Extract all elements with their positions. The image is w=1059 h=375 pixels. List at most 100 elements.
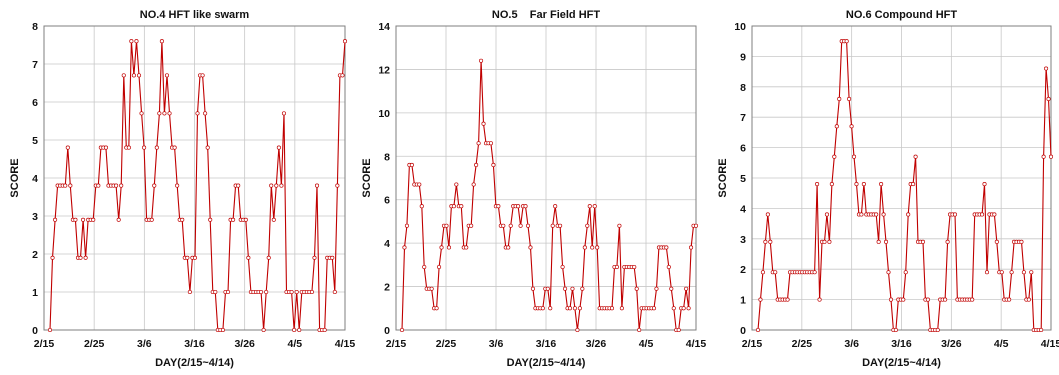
chart-title: NO.6 Compound HFT (846, 9, 957, 21)
data-point (476, 141, 481, 146)
data-point (83, 255, 88, 260)
data-point (834, 124, 839, 129)
data-point (131, 73, 136, 78)
data-point (474, 162, 479, 168)
data-point (53, 217, 58, 222)
data-point (501, 223, 506, 228)
y-tick-label: 0 (384, 325, 390, 337)
y-tick-label: 5 (32, 135, 38, 147)
data-point (276, 145, 281, 150)
y-tick-label: 8 (32, 21, 38, 33)
chart-1: 0 1 2 3 4 5 6 7 8 2/15 2/25 3/6 3/16 3/26 4/5 4/15 NO.4 … (9, 9, 355, 369)
data-point (548, 306, 553, 311)
data-point (651, 306, 657, 311)
chart-3: 0 1 2 3 4 5 6 7 8 9 10 2/15 2/25 3/6 3/16 3/26 4/5 4/15 NO… (717, 9, 1059, 369)
data-point (152, 183, 157, 188)
data-point (208, 217, 213, 222)
x-tick-label: 3/26 (586, 338, 607, 350)
data-point (266, 255, 271, 260)
x-tick-label: 3/16 (184, 338, 205, 350)
data-point (773, 270, 778, 275)
data-point (454, 182, 459, 187)
y-tick-label: 2 (32, 249, 38, 261)
y-tick-label: 14 (378, 21, 390, 33)
data-point (103, 145, 108, 150)
data-point (525, 223, 531, 228)
data-point (911, 182, 916, 187)
data-point (340, 73, 345, 78)
data-point (491, 162, 496, 168)
data-point (73, 217, 78, 222)
data-point (609, 306, 615, 311)
data-point (464, 245, 469, 250)
data-point (851, 154, 857, 159)
data-point (1044, 66, 1049, 71)
y-tick-label: 10 (734, 21, 746, 33)
y-tick-label: 0 (32, 325, 38, 337)
data-point (893, 327, 898, 333)
data-point (231, 217, 236, 222)
data-point (162, 111, 167, 116)
data-point (439, 245, 444, 250)
data-point (575, 327, 580, 333)
x-tick-label: 2/25 (436, 338, 457, 350)
plot-frame (395, 25, 697, 331)
data-point (829, 182, 834, 187)
data-point (763, 239, 768, 244)
data-point (560, 264, 565, 270)
data-point (1046, 96, 1051, 102)
data-point (65, 145, 70, 150)
data-point (883, 239, 889, 244)
y-tick-label: 12 (378, 64, 390, 76)
data-point (91, 217, 96, 222)
plot-frame (43, 25, 346, 331)
data-point (886, 270, 891, 275)
data-point (920, 239, 926, 244)
data-point (81, 217, 86, 222)
data-point (935, 327, 940, 333)
data-point (817, 297, 822, 302)
data-point (159, 39, 164, 44)
y-tick-label: 3 (32, 211, 38, 223)
data-point (47, 327, 53, 333)
data-point (134, 39, 139, 44)
data-point (1029, 270, 1034, 275)
data-point (567, 306, 573, 311)
data-point (404, 223, 409, 228)
y-tick-label: 4 (740, 203, 746, 215)
y-tick-label: 5 (740, 173, 746, 185)
data-point (664, 245, 669, 250)
data-point (279, 183, 284, 188)
data-point (758, 297, 763, 302)
data-point (676, 327, 681, 333)
data-point (444, 223, 449, 228)
x-axis-label: DAY(2/15~4/14) (862, 357, 941, 369)
y-tick-label: 0 (740, 325, 746, 337)
data-point (322, 327, 327, 333)
data-point (203, 111, 208, 116)
data-point (274, 183, 279, 188)
data-point (550, 223, 555, 228)
data-point (684, 286, 689, 291)
x-tick-label: 4/5 (288, 338, 303, 350)
data-point (619, 306, 624, 311)
y-tick-label: 8 (740, 82, 746, 94)
data-point (136, 73, 142, 78)
data-point (832, 154, 837, 159)
y-tick-label: 8 (384, 151, 390, 163)
data-point (592, 204, 597, 209)
data-point (309, 289, 314, 295)
data-point (952, 212, 958, 217)
data-point (297, 327, 302, 333)
data-point (822, 239, 827, 244)
data-point (289, 289, 294, 295)
data-point (815, 182, 820, 187)
data-point (312, 255, 317, 260)
data-point (681, 306, 686, 311)
data-point (1019, 239, 1024, 244)
data-point (68, 183, 73, 188)
data-point (876, 239, 881, 244)
data-point (243, 217, 248, 222)
data-point (154, 145, 159, 150)
data-point (540, 306, 545, 311)
